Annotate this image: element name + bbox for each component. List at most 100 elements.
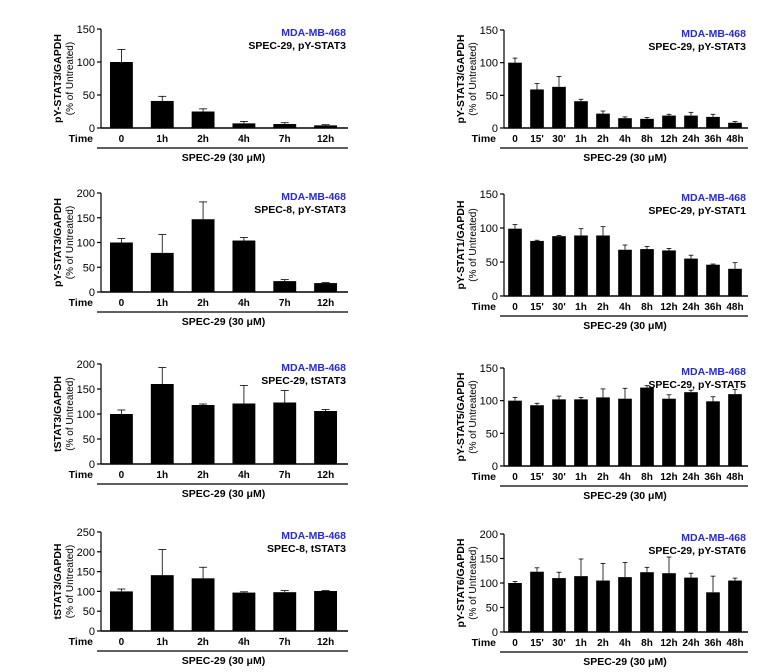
y-tick-label: 0: [89, 626, 95, 638]
y-tick-label: 100: [77, 238, 95, 250]
chart-title: SPEC-8, pY-STAT3: [254, 204, 346, 216]
y-axis-sublabel: (% of Untreated): [65, 377, 76, 450]
bar: [552, 86, 566, 128]
x-tick-label: 0: [119, 298, 125, 309]
y-tick-label: 100: [77, 57, 95, 69]
x-tick-label: 15': [530, 302, 544, 313]
x-tick-label: 36h: [704, 302, 721, 313]
y-tick-label: 50: [83, 90, 95, 102]
x-tick-label: 2h: [597, 472, 609, 483]
bar: [662, 398, 676, 466]
bar: [728, 268, 742, 296]
y-axis-label: tSTAT3/GAPDH: [52, 376, 64, 452]
bar: [109, 414, 133, 464]
bar: [150, 100, 174, 128]
cell-line-label: MDA-MB-468: [281, 191, 346, 203]
chart-title: SPEC-29, pY-STAT5: [648, 379, 746, 391]
bar: [618, 398, 632, 466]
y-tick-label: 150: [77, 24, 95, 36]
bar: [618, 249, 632, 296]
bar: [596, 580, 610, 632]
x-tick-label: 0: [512, 472, 518, 483]
cell-line-label: MDA-MB-468: [281, 27, 346, 39]
x-tick-label: 1h: [156, 470, 168, 481]
cell-line-label: MDA-MB-468: [681, 28, 746, 40]
y-tick-label: 150: [480, 363, 498, 375]
y-tick-label: 50: [83, 606, 95, 618]
x-tick-label: 8h: [641, 302, 653, 313]
x-tick-label: 36h: [704, 472, 721, 483]
x-tick-label: 7h: [279, 134, 291, 145]
bar: [618, 118, 632, 128]
x-tick-label: 4h: [238, 298, 250, 309]
x-tick-label: 4h: [619, 134, 631, 145]
bar: [191, 219, 215, 292]
row-label: Time: [69, 297, 93, 309]
bar: [684, 258, 698, 296]
x-tick-label: 1h: [575, 134, 587, 145]
bar: [574, 235, 588, 296]
y-tick-label: 100: [480, 58, 498, 70]
cell-line-label: MDA-MB-468: [281, 530, 346, 542]
bar: [662, 250, 676, 296]
x-tick-label: 15': [530, 638, 544, 649]
y-tick-label: 50: [486, 603, 498, 615]
x-axis-label: SPEC-29 (30 μM): [182, 152, 265, 164]
bar: [191, 578, 215, 631]
y-tick-label: 100: [480, 578, 498, 590]
y-tick-label: 200: [480, 529, 498, 541]
x-axis-label: SPEC-29 (30 μM): [583, 656, 666, 668]
bar: [150, 252, 174, 292]
x-tick-label: 2h: [597, 638, 609, 649]
x-tick-label: 12h: [317, 470, 334, 481]
x-tick-label: 8h: [641, 638, 653, 649]
y-tick-label: 50: [486, 90, 498, 102]
x-axis-label: SPEC-29 (30 μM): [583, 152, 666, 164]
x-tick-label: 1h: [156, 134, 168, 145]
bar: [232, 240, 256, 292]
bar: [640, 249, 654, 296]
y-tick-label: 150: [480, 554, 498, 566]
y-tick-label: 50: [83, 434, 95, 446]
chart-panel: 0 50 100 150 0 15' 30' 1h 2h 4h 8h 12h 24h 36h 48h Time…: [455, 189, 748, 332]
x-tick-label: 2h: [197, 470, 209, 481]
bar: [232, 592, 256, 631]
chart-title: SPEC-29, tSTAT3: [261, 375, 346, 387]
bar: [574, 576, 588, 632]
bar: [662, 115, 676, 128]
bar: [706, 264, 720, 296]
cell-line-label: MDA-MB-468: [681, 192, 746, 204]
x-tick-label: 36h: [704, 134, 721, 145]
bar: [273, 124, 297, 128]
x-tick-label: 1h: [156, 637, 168, 648]
x-tick-label: 0: [119, 134, 125, 145]
x-tick-label: 15': [530, 472, 544, 483]
y-tick-label: 50: [486, 257, 498, 269]
x-tick-label: 7h: [279, 637, 291, 648]
x-axis-label: SPEC-29 (30 μM): [583, 320, 666, 332]
bar: [150, 575, 174, 631]
x-tick-label: 1h: [156, 298, 168, 309]
x-tick-label: 7h: [279, 298, 291, 309]
row-label: Time: [472, 133, 496, 145]
y-axis-sublabel: (% of Untreated): [65, 206, 76, 279]
bar: [530, 240, 544, 296]
bar: [530, 405, 544, 466]
y-tick-label: 0: [492, 123, 498, 135]
y-tick-label: 150: [480, 25, 498, 37]
x-tick-label: 24h: [682, 302, 699, 313]
bar: [508, 62, 522, 128]
y-tick-label: 150: [77, 213, 95, 225]
bar: [640, 572, 654, 632]
x-tick-label: 8h: [641, 134, 653, 145]
bar: [191, 405, 215, 464]
bar: [232, 123, 256, 128]
y-tick-label: 50: [83, 262, 95, 274]
chart-panel: 0 50 100 150 200 0 1h 2h 4h 7h 12h Time SPEC-29 (30 …: [52, 359, 348, 500]
x-tick-label: 12h: [660, 134, 677, 145]
x-tick-label: 1h: [575, 472, 587, 483]
bar: [508, 228, 522, 296]
bar: [314, 283, 338, 292]
x-tick-label: 48h: [726, 472, 743, 483]
